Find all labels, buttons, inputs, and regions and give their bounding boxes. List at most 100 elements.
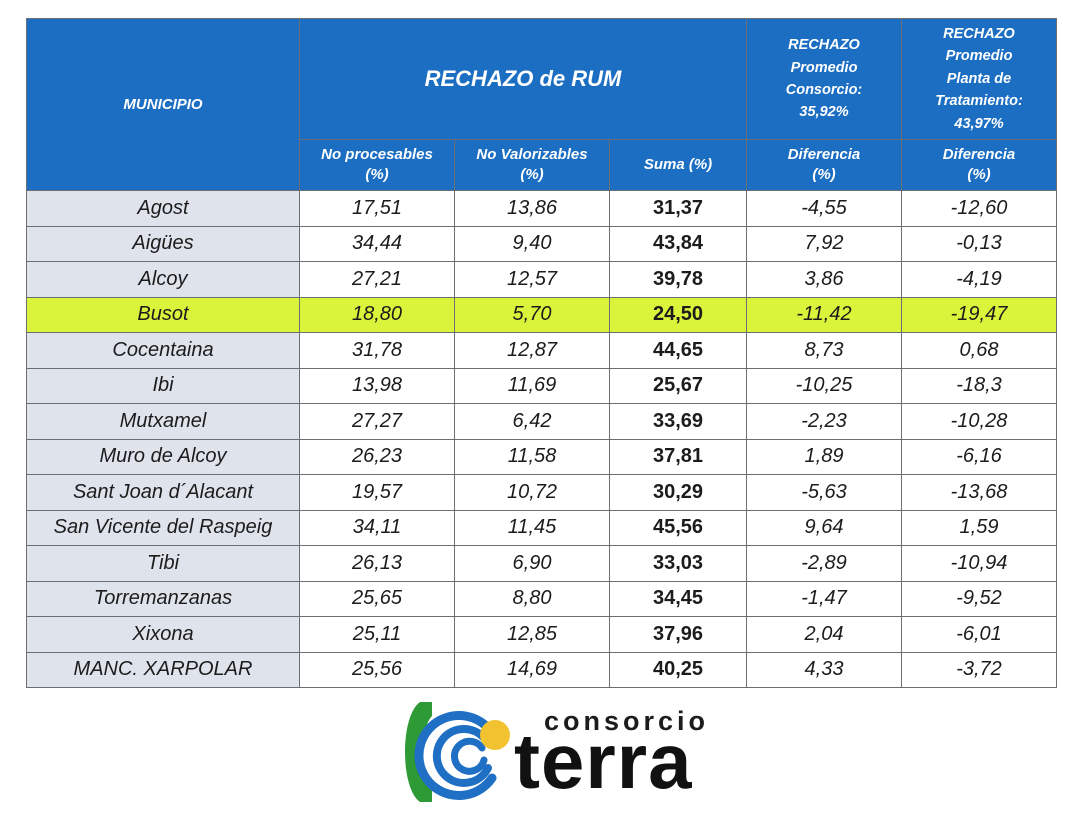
cell-suma: 24,50	[609, 296, 747, 333]
cell-suma: 33,03	[609, 545, 747, 582]
table-body: Agost 17,51 13,86 31,37 -4,55 -12,60 Aigües 34,…	[26, 190, 1057, 688]
cell-suma: 39,78	[609, 261, 747, 298]
header-sub-line: (%)	[812, 166, 836, 183]
cell-no-procesables: 31,78	[299, 332, 455, 369]
header-municipio: MUNICIPIO	[26, 18, 300, 191]
cell-diferencia-planta: -12,60	[901, 190, 1057, 227]
cell-diferencia-planta: -3,72	[901, 651, 1057, 688]
cell-no-valorizables: 13,86	[454, 190, 610, 227]
table-row: MANC. XARPOLAR 25,56 14,69 40,25 4,33 -3,72	[26, 651, 1057, 688]
cell-diferencia-planta: -10,28	[901, 403, 1057, 440]
cell-suma: 25,67	[609, 367, 747, 404]
cell-municipio: MANC. XARPOLAR	[26, 651, 300, 688]
cell-diferencia-consorcio: -2,89	[746, 545, 902, 582]
consorcio-terra-logo-mark-icon	[405, 702, 510, 802]
header-row-sub: No procesables (%) No Valorizables (%) S…	[27, 139, 1057, 191]
cell-suma: 31,37	[609, 190, 747, 227]
cell-municipio: Agost	[26, 190, 300, 227]
header-diferencia-consorcio: Diferencia (%)	[746, 139, 902, 191]
cell-diferencia-planta: -4,19	[901, 261, 1057, 298]
rechazo-table-container: MUNICIPIO RECHAZO de RUM RECHAZO Promedi…	[26, 18, 1057, 688]
cell-no-valorizables: 10,72	[454, 474, 610, 511]
table-row: Ibi 13,98 11,69 25,67 -10,25 -18,3	[26, 367, 1057, 404]
cell-diferencia-planta: -0,13	[901, 225, 1057, 262]
table-row: Busot 18,80 5,70 24,50 -11,42 -19,47	[26, 296, 1057, 333]
cell-no-procesables: 27,21	[299, 261, 455, 298]
cell-diferencia-consorcio: 4,33	[746, 651, 902, 688]
cell-municipio: Cocentaina	[26, 332, 300, 369]
header-rechazo-planta: RECHAZO Promedio Planta de Tratamiento: …	[901, 18, 1057, 140]
cell-municipio: Torremanzanas	[26, 580, 300, 617]
cell-suma: 44,65	[609, 332, 747, 369]
cell-municipio: Sant Joan d´Alacant	[26, 474, 300, 511]
table-row: Sant Joan d´Alacant 19,57 10,72 30,29 -5,63-…	[26, 474, 1057, 511]
cell-no-valorizables: 6,90	[454, 545, 610, 582]
cell-no-valorizables: 11,58	[454, 438, 610, 475]
cell-municipio: Xixona	[26, 616, 300, 653]
cell-no-valorizables: 6,42	[454, 403, 610, 440]
header-no-procesables: No procesables (%)	[299, 139, 455, 191]
cell-municipio: San Vicente del Raspeig	[26, 509, 300, 546]
cell-no-procesables: 18,80	[299, 296, 455, 333]
cell-no-valorizables: 9,40	[454, 225, 610, 262]
cell-suma: 45,56	[609, 509, 747, 546]
cell-suma: 40,25	[609, 651, 747, 688]
cell-diferencia-consorcio: 3,86	[746, 261, 902, 298]
table-row: Mutxamel 27,27 6,42 33,69 -2,23 -10,28	[26, 403, 1057, 440]
header-planta-line: 43,97%	[954, 115, 1004, 132]
cell-municipio: Busot	[26, 296, 300, 333]
cell-municipio: Tibi	[26, 545, 300, 582]
cell-diferencia-consorcio: 7,92	[746, 225, 902, 262]
cell-suma: 43,84	[609, 225, 747, 262]
header-rechazo-rum: RECHAZO de RUM	[299, 18, 747, 140]
header-consorcio-line: RECHAZO	[788, 37, 860, 54]
cell-diferencia-consorcio: -5,63	[746, 474, 902, 511]
cell-suma: 33,69	[609, 403, 747, 440]
table-row: Muro de Alcoy 26,23 11,58 37,81 1,89 -6,16	[26, 438, 1057, 475]
table-row: Xixona 25,11 12,85 37,96 2,04 -6,01	[26, 616, 1057, 653]
header-sub-line: (%)	[365, 166, 389, 183]
table-row: Alcoy 27,21 12,57 39,78 3,86 -4,19	[26, 261, 1057, 298]
cell-no-procesables: 25,56	[299, 651, 455, 688]
cell-no-procesables: 26,13	[299, 545, 455, 582]
cell-no-valorizables: 12,85	[454, 616, 610, 653]
consorcio-terra-logo: consorcio terra	[392, 698, 732, 806]
cell-no-procesables: 25,65	[299, 580, 455, 617]
header-row-top: MUNICIPIO RECHAZO de RUM RECHAZO Promedi…	[26, 18, 1057, 191]
cell-diferencia-consorcio: 8,73	[746, 332, 902, 369]
header-rechazo-consorcio: RECHAZO Promedio Consorcio: 35,92%	[746, 18, 902, 140]
cell-municipio: Mutxamel	[26, 403, 300, 440]
cell-diferencia-consorcio: -10,25	[746, 367, 902, 404]
cell-diferencia-planta: -9,52	[901, 580, 1057, 617]
header-consorcio-line: Consorcio:	[785, 82, 863, 98]
cell-municipio: Ibi	[26, 367, 300, 404]
cell-no-valorizables: 5,70	[454, 296, 610, 333]
cell-no-valorizables: 11,69	[454, 367, 610, 404]
cell-no-valorizables: 12,87	[454, 332, 610, 369]
header-sub-line: Suma (%)	[643, 155, 713, 173]
cell-no-procesables: 34,11	[299, 509, 455, 546]
cell-diferencia-planta: -6,01	[901, 616, 1057, 653]
table-row: Aigües 34,44 9,40 43,84 7,92 -0,13	[26, 225, 1057, 262]
cell-suma: 37,81	[609, 438, 747, 475]
cell-no-valorizables: 14,69	[454, 651, 610, 688]
table-row: Agost 17,51 13,86 31,37 -4,55 -12,60	[26, 190, 1057, 227]
cell-municipio: Aigües	[26, 225, 300, 262]
cell-diferencia-planta: 1,59	[901, 509, 1057, 546]
header-planta-line: Planta de	[946, 70, 1012, 87]
cell-suma: 30,29	[609, 474, 747, 511]
cell-no-procesables: 34,44	[299, 225, 455, 262]
header-diferencia-planta: Diferencia (%)	[901, 139, 1057, 191]
header-sub-line: (%)	[520, 166, 544, 183]
logo-text-consorcio: consorcio	[544, 706, 710, 736]
header-sub-line: No Valorizables	[476, 145, 588, 163]
cell-no-valorizables: 11,45	[454, 509, 610, 546]
header-consorcio-line: Promedio	[790, 59, 858, 76]
header-consorcio-line: 35,92%	[799, 104, 849, 121]
cell-diferencia-planta: -10,94	[901, 545, 1057, 582]
cell-no-procesables: 17,51	[299, 190, 455, 227]
table-row: San Vicente del Raspeig 34,11 11,45 45,56 9,…	[26, 509, 1057, 546]
header-sub-line: (%)	[967, 166, 991, 183]
header-no-valorizables: No Valorizables (%)	[454, 139, 610, 191]
header-sub-line: No procesables	[321, 145, 433, 163]
